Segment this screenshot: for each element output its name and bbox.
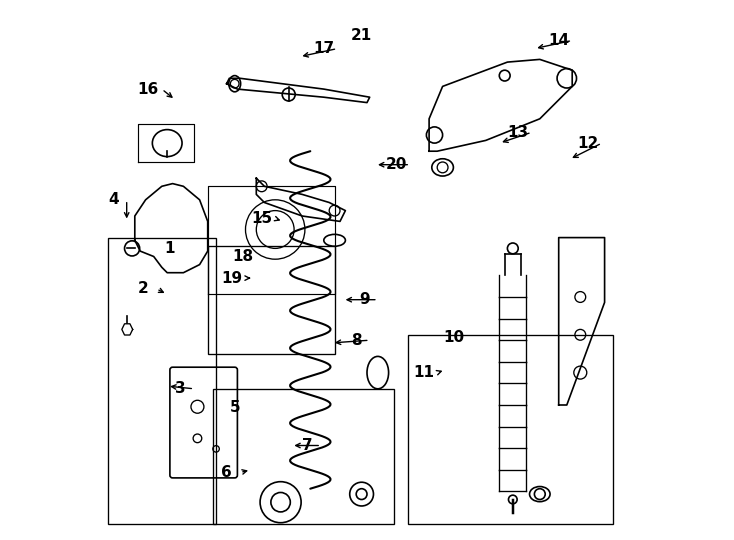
Text: 20: 20 <box>386 157 407 172</box>
Text: 18: 18 <box>232 249 253 264</box>
Text: 15: 15 <box>251 211 272 226</box>
Text: 3: 3 <box>175 381 186 396</box>
Bar <box>208 246 335 354</box>
Text: 7: 7 <box>302 438 313 453</box>
Text: 11: 11 <box>413 365 435 380</box>
Text: 5: 5 <box>230 400 240 415</box>
Text: 14: 14 <box>548 33 570 48</box>
Text: 13: 13 <box>508 125 528 140</box>
Bar <box>407 335 613 524</box>
Text: 6: 6 <box>221 465 232 480</box>
Bar <box>108 238 216 524</box>
Text: 16: 16 <box>138 82 159 97</box>
Text: 4: 4 <box>108 192 118 207</box>
Text: 2: 2 <box>137 281 148 296</box>
Text: 10: 10 <box>443 330 464 345</box>
Text: 1: 1 <box>164 241 175 256</box>
Text: 21: 21 <box>351 28 372 43</box>
Text: 12: 12 <box>578 136 599 151</box>
Text: 19: 19 <box>222 271 242 286</box>
Text: 17: 17 <box>313 41 335 56</box>
Bar <box>213 389 394 524</box>
Text: 9: 9 <box>359 292 370 307</box>
Text: 8: 8 <box>351 333 362 348</box>
